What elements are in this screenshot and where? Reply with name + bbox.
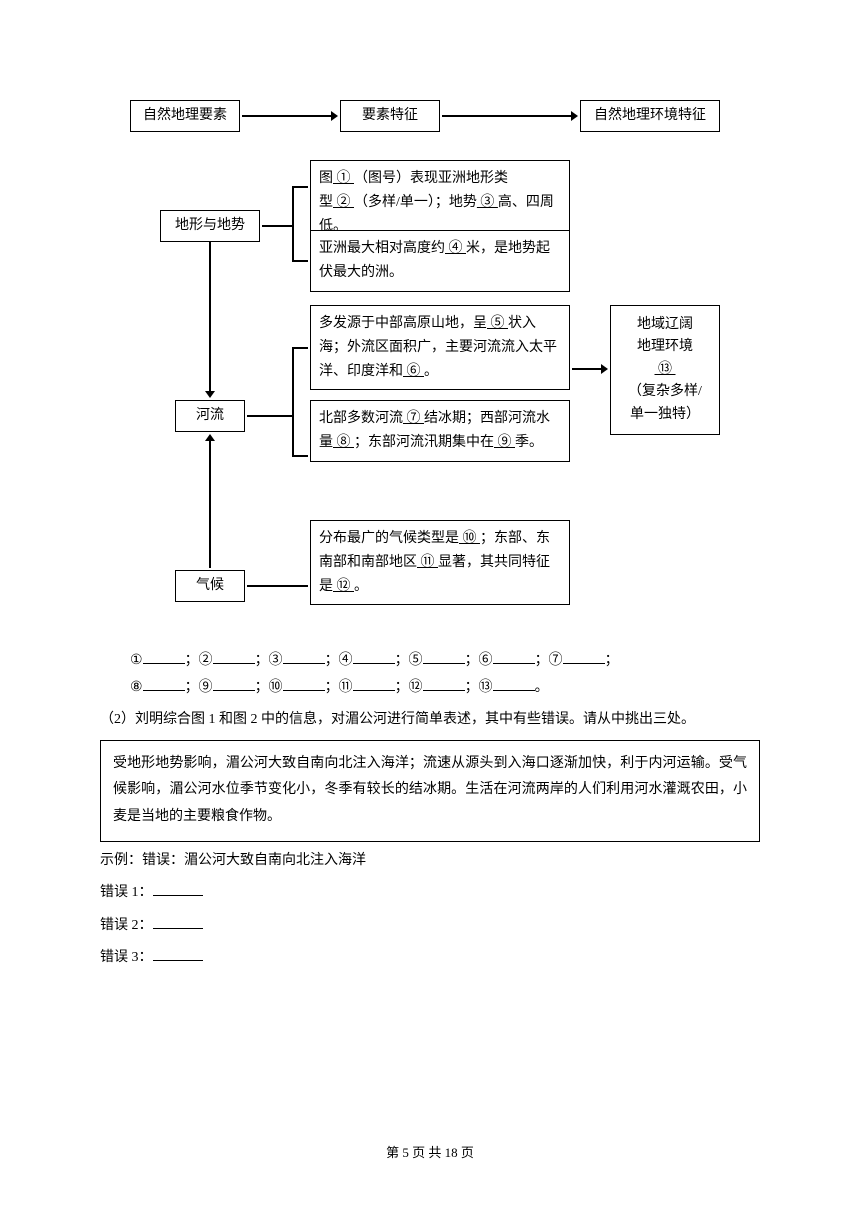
blank-13: ⑬ [655,359,676,381]
blank-input[interactable] [213,677,255,691]
text: （多样/单一）；地势 [354,195,477,210]
blank-3: ③ [477,195,498,210]
blank-input[interactable] [493,677,535,691]
blank-input[interactable] [283,677,325,691]
text: 亚洲最大相对高度约 [319,241,445,256]
blank-input[interactable] [283,650,325,664]
text: ；东部河流汛期集中在 [354,435,494,450]
header-right-box: 自然地理环境特征 [580,100,720,132]
factor-climate-box: 气候 [175,570,245,602]
blank-2: ② [333,195,354,210]
blank-9: ⑨ [494,435,515,450]
text: （复杂多样/ [628,381,702,403]
blank-input[interactable] [213,650,255,664]
error-2-input[interactable] [153,915,203,929]
connector [292,455,308,457]
blanks-line-1: ①；②；③；④；⑤；⑥；⑦； [130,648,760,675]
blank-input[interactable] [563,650,605,664]
blank-4: ④ [445,241,466,256]
connector [292,347,294,455]
text: 单一独特） [630,404,700,426]
blank-12: ⑫ [333,579,354,594]
blank-input[interactable] [353,650,395,664]
passage-box: 受地形地势影响，湄公河大致自南向北注入海洋；流速从源头到入海口逐渐加快，利于内河… [100,740,760,842]
connector [247,585,308,587]
page-footer: 第 5 页 共 18 页 [0,1141,860,1166]
blank-input[interactable] [423,650,465,664]
desc-climate: 分布最广的气候类型是 ⑩ ；东部、东南部和南部地区 ⑪ 显著，其共同特征是 ⑫ … [310,520,570,605]
blank-input[interactable] [493,650,535,664]
connector [247,415,292,417]
question-2-intro: （2）刘明综合图 1 和图 2 中的信息，对湄公河进行简单表述，其中有些错误。请… [100,707,760,734]
connector [209,440,211,568]
blank-input[interactable] [423,677,465,691]
text: 地理环境 [637,336,693,358]
example-line: 示例：错误：湄公河大致自南向北注入海洋 [100,848,760,875]
desc-river-1: 多发源于中部高原山地，呈 ⑤ 状入海；外流区面积广，主要河流流入太平洋、印度洋和… [310,305,570,390]
connector [292,347,308,349]
factor-terrain-box: 地形与地势 [160,210,260,242]
blank-input[interactable] [143,677,185,691]
connector [292,186,308,188]
desc-river-2: 北部多数河流 ⑦ 结冰期；西部河流水量 ⑧ ；东部河流汛期集中在 ⑨ 季。 [310,400,570,462]
concept-diagram: 自然地理要素 要素特征 自然地理环境特征 地形与地势 河流 气候 图 ① （图号… [130,100,730,640]
text: 图 [319,171,333,186]
arrow [242,115,332,117]
blank-10: ⑩ [459,531,480,546]
factor-river-box: 河流 [175,400,245,432]
blank-5: ⑤ [487,316,508,331]
blank-1: ① [333,171,354,186]
connector [292,260,308,262]
text: 北部多数河流 [319,411,403,426]
blank-6: ⑥ [403,364,424,379]
error-2-line: 错误 2： [100,913,760,940]
error-1-label: 错误 1： [100,885,153,900]
arrow [572,368,602,370]
header-mid-box: 要素特征 [340,100,440,132]
text: 分布最广的气候类型是 [319,531,459,546]
text: 季。 [515,435,543,450]
passage-text: 受地形地势影响，湄公河大致自南向北注入海洋；流速从源头到入海口逐渐加快，利于内河… [113,751,747,831]
blank-input[interactable] [353,677,395,691]
arrow [442,115,572,117]
error-3-label: 错误 3： [100,950,153,965]
blank-input[interactable] [143,650,185,664]
connector [292,186,294,261]
error-2-label: 错误 2： [100,918,153,933]
outcome-box: 地域辽阔 地理环境 ⑬ （复杂多样/ 单一独特） [610,305,720,435]
blanks-line-2: ⑧；⑨；⑩；⑪；⑫；⑬。 [130,675,760,702]
text: 地域辽阔 [637,314,693,336]
text: 。 [354,579,368,594]
header-left-box: 自然地理要素 [130,100,240,132]
blank-8: ⑧ [333,435,354,450]
error-3-line: 错误 3： [100,945,760,972]
connector [209,242,211,392]
connector [262,225,292,227]
text: 。 [424,364,438,379]
desc-terrain-2: 亚洲最大相对高度约 ④ 米，是地势起伏最大的洲。 [310,230,570,292]
blank-11: ⑪ [417,555,438,570]
error-1-input[interactable] [153,882,203,896]
blank-7: ⑦ [403,411,424,426]
error-3-input[interactable] [153,947,203,961]
error-1-line: 错误 1： [100,880,760,907]
text: 多发源于中部高原山地，呈 [319,316,487,331]
